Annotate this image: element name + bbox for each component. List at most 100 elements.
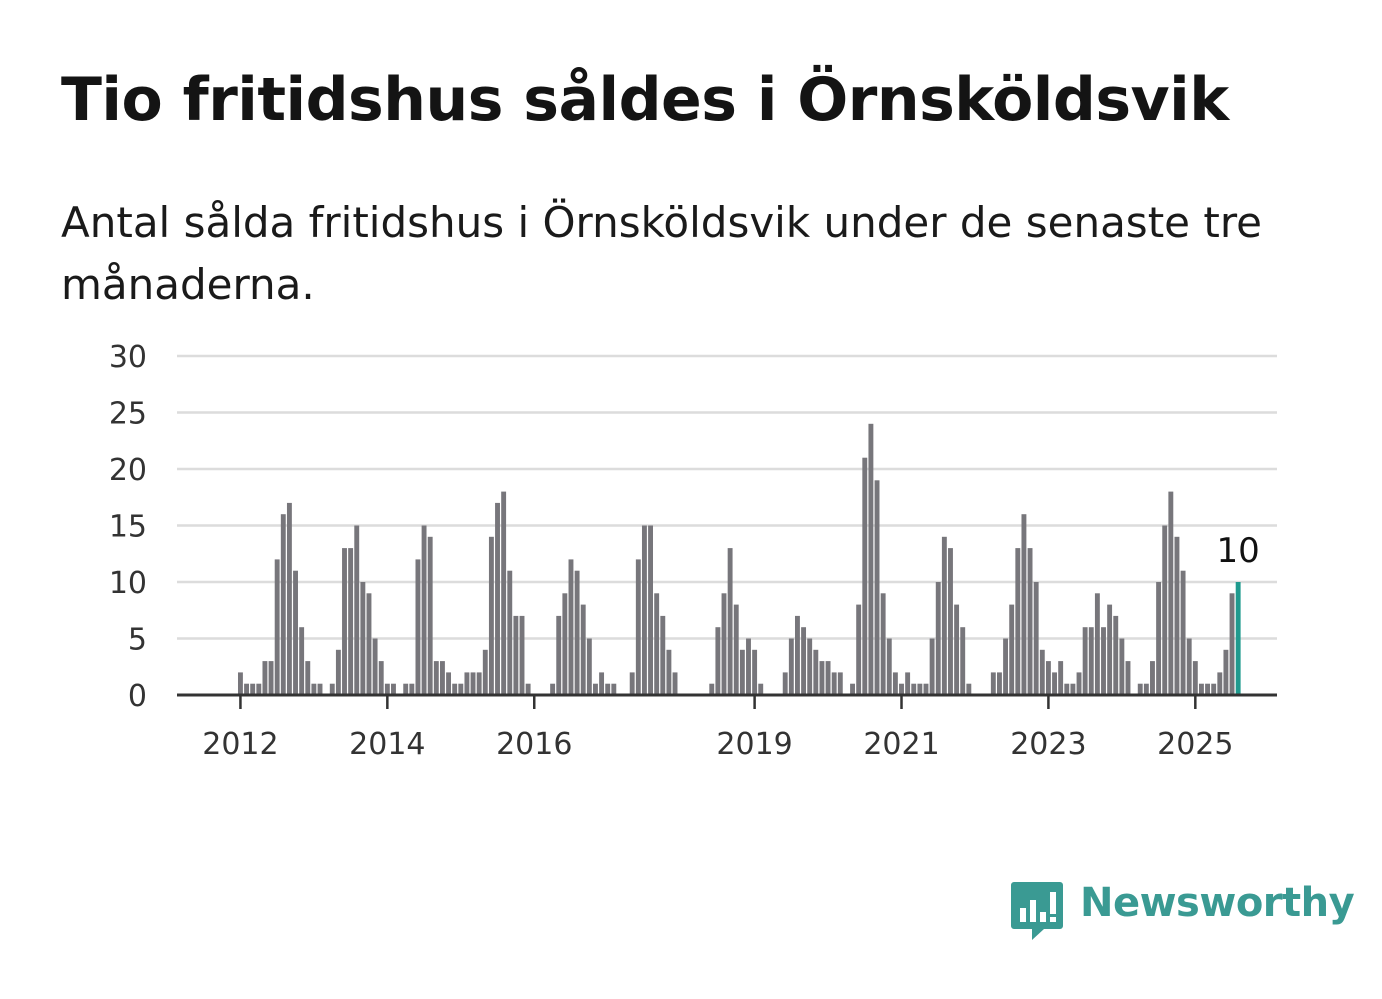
bar bbox=[556, 615, 562, 695]
y-tick-label: 10 bbox=[109, 566, 147, 601]
bar bbox=[1198, 683, 1204, 695]
bar bbox=[256, 683, 262, 695]
bar bbox=[317, 683, 323, 695]
bar bbox=[795, 615, 800, 695]
bar bbox=[1217, 672, 1223, 695]
x-tick-label: 2014 bbox=[349, 727, 425, 762]
bar bbox=[495, 502, 500, 695]
bar bbox=[1076, 672, 1082, 695]
bar bbox=[886, 638, 892, 695]
bar bbox=[948, 548, 953, 695]
bar bbox=[929, 638, 935, 695]
bar bbox=[580, 604, 586, 695]
bar bbox=[1192, 661, 1198, 695]
bar bbox=[274, 559, 280, 695]
bar bbox=[262, 661, 268, 695]
newsworthy-logo-icon bbox=[1011, 882, 1063, 940]
bar bbox=[1082, 627, 1088, 695]
bar bbox=[476, 672, 482, 695]
bar bbox=[1033, 582, 1039, 695]
bar bbox=[550, 683, 556, 695]
bar bbox=[513, 615, 519, 695]
bar bbox=[599, 672, 605, 695]
bar bbox=[960, 627, 966, 695]
bar bbox=[311, 683, 317, 695]
bar bbox=[654, 593, 660, 695]
bar bbox=[280, 514, 286, 695]
bar bbox=[366, 593, 372, 695]
bar bbox=[648, 525, 653, 695]
bar bbox=[935, 582, 941, 695]
bar bbox=[525, 683, 531, 695]
x-tick-label: 2016 bbox=[496, 727, 572, 762]
bar bbox=[715, 627, 721, 695]
bar bbox=[739, 649, 745, 695]
bar bbox=[1125, 661, 1131, 695]
bar bbox=[372, 638, 378, 695]
bar bbox=[733, 604, 739, 695]
bar bbox=[1113, 615, 1119, 695]
bar bbox=[501, 491, 507, 695]
bar bbox=[593, 683, 598, 695]
bar bbox=[342, 548, 347, 695]
y-tick-label: 15 bbox=[109, 510, 147, 545]
bar bbox=[1211, 683, 1217, 695]
bar bbox=[727, 548, 733, 695]
bar bbox=[562, 593, 568, 695]
bar bbox=[752, 649, 758, 695]
bar bbox=[470, 672, 476, 695]
bar bbox=[1156, 582, 1162, 695]
bar bbox=[433, 661, 439, 695]
bar bbox=[286, 502, 292, 695]
x-tick-label: 2025 bbox=[1157, 727, 1233, 762]
bar bbox=[305, 661, 311, 695]
bar bbox=[329, 683, 335, 695]
bar bbox=[850, 683, 855, 695]
bar bbox=[1094, 593, 1100, 695]
bar bbox=[1052, 672, 1057, 695]
bar bbox=[1150, 661, 1155, 695]
highlight-data-label: 10 bbox=[1217, 531, 1260, 571]
bar bbox=[605, 683, 611, 695]
bar bbox=[1003, 638, 1009, 695]
bar bbox=[488, 536, 494, 695]
y-tick-label: 20 bbox=[109, 453, 147, 488]
x-axis bbox=[177, 693, 1277, 709]
x-tick-label: 2019 bbox=[716, 727, 792, 762]
bar bbox=[439, 661, 445, 695]
bar bbox=[990, 672, 996, 695]
bar bbox=[868, 423, 874, 695]
chart-subtitle: Antal sålda fritidshus i Örnsköldsvik un… bbox=[61, 198, 1262, 309]
bar bbox=[825, 661, 831, 695]
x-tick-label: 2023 bbox=[1010, 727, 1086, 762]
bar bbox=[1162, 525, 1168, 695]
bar bbox=[519, 615, 525, 695]
bar bbox=[1137, 683, 1143, 695]
bar bbox=[458, 683, 464, 695]
bar bbox=[905, 672, 911, 695]
bar bbox=[427, 536, 433, 695]
bar bbox=[837, 672, 843, 695]
bar bbox=[1180, 570, 1186, 695]
bar bbox=[721, 593, 727, 695]
bar bbox=[801, 627, 807, 695]
bar bbox=[813, 649, 819, 695]
chart-title: Tio fritidshus såldes i Örnsköldsvik bbox=[61, 65, 1229, 135]
bar bbox=[250, 683, 256, 695]
bar bbox=[831, 672, 837, 695]
newsworthy-logo: Newsworthy bbox=[1010, 878, 1355, 942]
bar bbox=[672, 672, 678, 695]
bar bbox=[1101, 627, 1106, 695]
bar bbox=[874, 480, 880, 695]
bar bbox=[237, 672, 243, 695]
bar bbox=[1021, 514, 1027, 695]
bars bbox=[237, 423, 1241, 695]
bar bbox=[452, 683, 458, 695]
bar bbox=[403, 683, 409, 695]
bar bbox=[335, 649, 341, 695]
bar bbox=[299, 627, 305, 695]
bar bbox=[807, 638, 813, 695]
bar bbox=[1045, 661, 1051, 695]
bar bbox=[391, 683, 396, 695]
bar bbox=[293, 570, 298, 695]
